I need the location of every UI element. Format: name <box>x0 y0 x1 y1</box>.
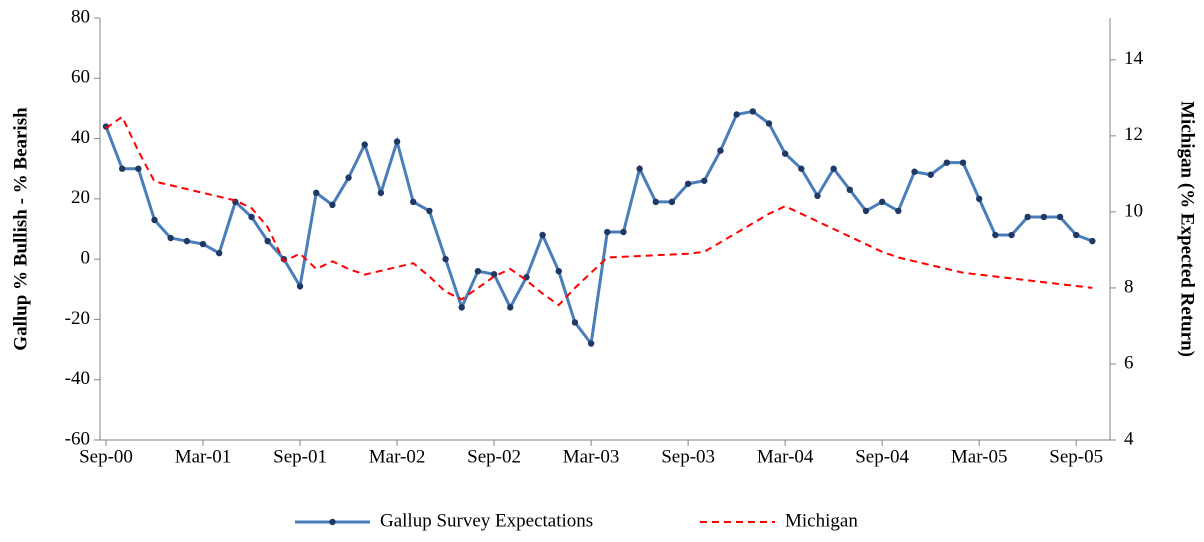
data-point <box>733 111 740 118</box>
y2-tick-label: 10 <box>1124 200 1143 221</box>
legend-label: Gallup Survey Expectations <box>380 510 593 531</box>
x-tick-label: Mar-01 <box>175 446 232 467</box>
data-point <box>199 240 207 248</box>
data-point <box>296 283 304 290</box>
data-point <box>1008 231 1015 239</box>
y2-tick-label: 8 <box>1124 276 1134 297</box>
y-axis-title: Gallup % Bullish - % Bearish <box>10 107 31 351</box>
data-point <box>1040 213 1048 221</box>
data-point <box>442 255 449 263</box>
data-point <box>749 108 756 115</box>
series-line <box>105 115 1093 307</box>
y-tick-label: -60 <box>65 428 90 449</box>
y-tick-label: 40 <box>71 127 90 148</box>
y-tick-label: 0 <box>81 248 91 269</box>
data-point <box>426 207 433 215</box>
x-tick-label: Sep-01 <box>273 446 327 467</box>
data-point <box>345 174 352 181</box>
data-point <box>183 237 191 245</box>
data-point <box>507 304 514 311</box>
data-point <box>846 186 854 194</box>
y2-tick-label: 6 <box>1124 352 1134 373</box>
data-point <box>927 171 934 178</box>
y-tick-label: 20 <box>71 187 90 208</box>
y2-tick-label: 12 <box>1124 124 1143 145</box>
x-tick-label: Mar-05 <box>951 446 1008 467</box>
data-point <box>571 319 579 326</box>
data-point <box>410 198 417 206</box>
data-point <box>911 168 918 175</box>
data-point <box>1056 213 1064 221</box>
data-point <box>895 207 902 215</box>
x-tick-label: Sep-03 <box>661 446 715 467</box>
data-point <box>830 165 837 172</box>
y-tick-label: -40 <box>65 368 90 389</box>
x-tick-label: Sep-00 <box>79 446 133 467</box>
y2-tick-label: 14 <box>1124 48 1144 69</box>
data-point <box>329 201 336 209</box>
y2-tick-label: 4 <box>1124 428 1134 449</box>
data-point <box>652 198 659 206</box>
data-point <box>393 138 401 145</box>
x-tick-label: Sep-04 <box>855 446 909 467</box>
legend-marker <box>329 518 336 526</box>
data-point <box>1089 237 1096 245</box>
data-point <box>636 165 643 172</box>
plot-area <box>102 108 1096 348</box>
data-point <box>458 304 465 311</box>
data-point <box>814 192 821 200</box>
data-point <box>878 198 886 206</box>
y-tick-label: 80 <box>71 6 90 27</box>
x-tick-label: Sep-02 <box>467 446 521 467</box>
x-tick-label: Mar-02 <box>369 446 426 467</box>
data-point <box>151 216 158 224</box>
y-tick-label: -20 <box>65 308 90 329</box>
legend-label: Michigan <box>785 510 858 531</box>
data-point <box>975 195 983 203</box>
data-point <box>215 249 223 257</box>
x-tick-label: Sep-05 <box>1049 446 1103 467</box>
data-point <box>587 340 595 347</box>
series-line <box>104 109 1093 348</box>
y2-axis-title: Michigan (% Expected Return) <box>1177 101 1198 357</box>
data-point <box>781 150 789 157</box>
x-tick-label: Mar-04 <box>757 446 814 467</box>
data-point <box>992 231 999 239</box>
data-point <box>862 207 870 215</box>
y-tick-label: 60 <box>71 67 90 88</box>
data-point <box>118 165 126 172</box>
data-point <box>264 237 271 245</box>
data-point <box>604 228 611 236</box>
data-point <box>717 147 724 154</box>
data-point <box>620 228 627 236</box>
data-point <box>765 120 773 127</box>
data-point <box>943 159 951 166</box>
data-point <box>248 213 255 221</box>
data-point <box>167 234 174 242</box>
data-point <box>474 268 482 275</box>
data-point <box>798 165 805 172</box>
data-point <box>959 159 967 166</box>
data-point <box>539 231 546 239</box>
data-point <box>701 177 708 184</box>
data-point <box>361 141 368 148</box>
data-point <box>377 189 385 197</box>
data-point <box>1073 231 1080 239</box>
data-point <box>490 271 498 278</box>
data-point <box>313 189 320 197</box>
data-point <box>135 165 142 172</box>
data-point <box>684 180 692 187</box>
data-point <box>555 268 562 275</box>
data-point <box>1024 213 1031 221</box>
data-point <box>668 198 676 206</box>
x-tick-label: Mar-03 <box>563 446 620 467</box>
